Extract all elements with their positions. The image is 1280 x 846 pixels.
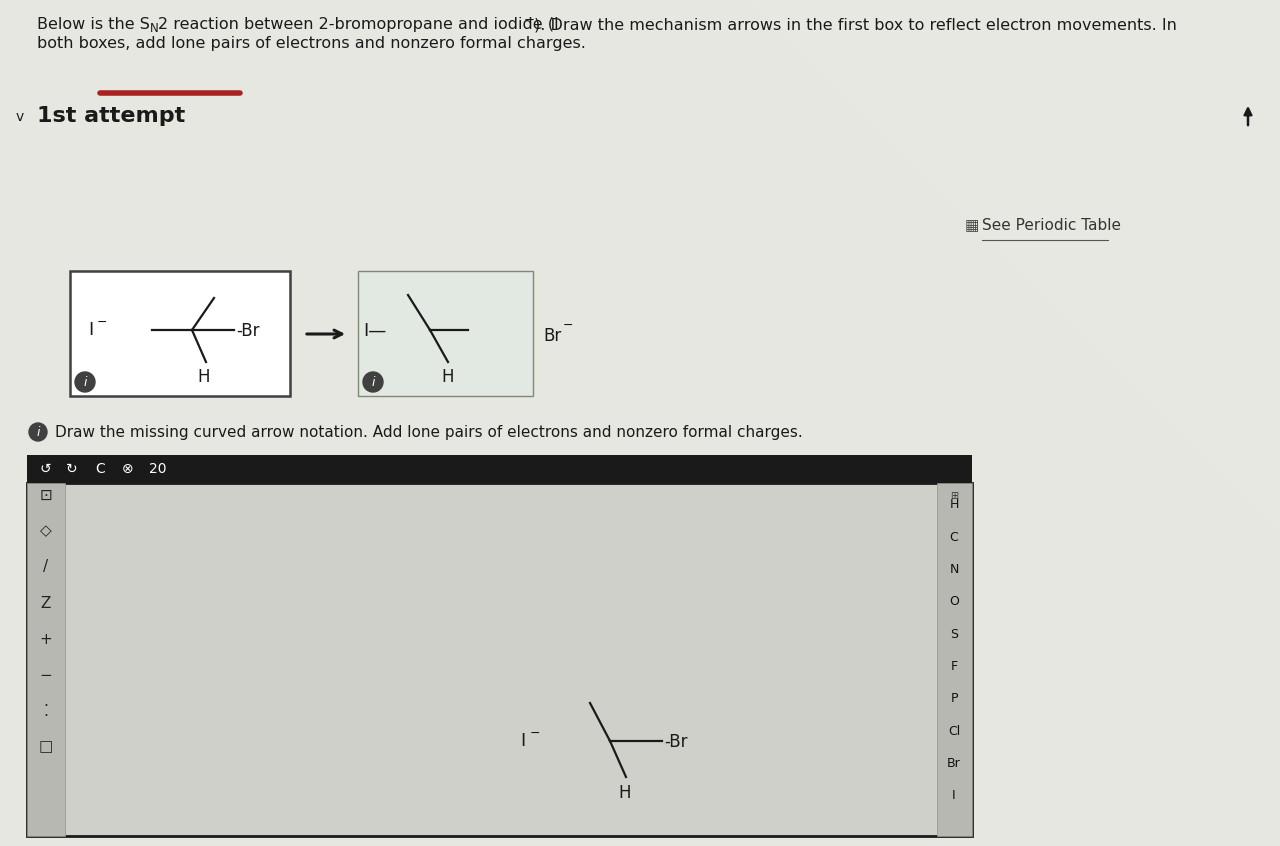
Text: i: i	[83, 376, 87, 388]
Bar	[27, 455, 972, 483]
Text: H: H	[442, 368, 454, 386]
Text: N: N	[150, 22, 159, 35]
Circle shape	[29, 423, 47, 441]
Text: Cl: Cl	[948, 725, 960, 738]
Text: both boxes, add lone pairs of electrons and nonzero formal charges.: both boxes, add lone pairs of electrons …	[37, 36, 586, 51]
Text: Z: Z	[41, 596, 51, 611]
Text: I: I	[520, 732, 525, 750]
Text: /: /	[44, 559, 49, 574]
Text: ⊡: ⊡	[40, 487, 52, 503]
Text: ). Draw the mechanism arrows in the first box to reflect electron movements. In: ). Draw the mechanism arrows in the firs…	[534, 17, 1176, 32]
Text: I—: I—	[364, 322, 387, 340]
Text: C: C	[950, 530, 959, 544]
Text: 1st attempt: 1st attempt	[37, 106, 186, 126]
Text: Br: Br	[543, 327, 561, 345]
Text: 20: 20	[150, 462, 166, 476]
Text: O: O	[948, 596, 959, 608]
Text: □: □	[38, 739, 54, 755]
Text: ⊞: ⊞	[950, 491, 957, 501]
Text: I: I	[88, 321, 93, 339]
Text: Br: Br	[947, 757, 961, 770]
Text: +: +	[40, 631, 52, 646]
Text: -Br: -Br	[664, 733, 687, 751]
Text: −: −	[524, 14, 535, 27]
Text: −: −	[563, 319, 573, 332]
Text: ▦: ▦	[965, 218, 979, 233]
Text: N: N	[950, 563, 959, 576]
Text: H: H	[197, 368, 210, 386]
Text: i: i	[36, 426, 40, 438]
Text: S: S	[950, 628, 957, 640]
Text: −: −	[97, 316, 108, 328]
Text: 2 reaction between 2-bromopropane and iodide (I: 2 reaction between 2-bromopropane and io…	[157, 17, 559, 32]
Text: i: i	[371, 376, 375, 388]
Circle shape	[364, 372, 383, 392]
Text: v: v	[15, 110, 24, 124]
Bar	[937, 483, 972, 836]
Text: C: C	[95, 462, 105, 476]
Text: Below is the S: Below is the S	[37, 17, 150, 32]
Text: ⁚: ⁚	[44, 704, 49, 718]
Text: H: H	[950, 498, 959, 512]
Text: -Br: -Br	[236, 322, 260, 340]
Bar	[358, 271, 532, 396]
Text: F: F	[951, 660, 957, 673]
Text: I: I	[952, 789, 956, 802]
Text: See Periodic Table: See Periodic Table	[982, 218, 1121, 233]
Circle shape	[76, 372, 95, 392]
Bar	[27, 483, 65, 836]
Bar	[27, 483, 972, 836]
Text: ↺: ↺	[40, 462, 51, 476]
Text: ↻: ↻	[67, 462, 78, 476]
Text: H: H	[618, 784, 631, 802]
Bar	[70, 271, 291, 396]
Text: ◇: ◇	[40, 524, 52, 539]
Text: Draw the missing curved arrow notation. Add lone pairs of electrons and nonzero : Draw the missing curved arrow notation. …	[55, 425, 803, 440]
Text: ⊗: ⊗	[122, 462, 134, 476]
Text: −: −	[530, 727, 540, 739]
Text: P: P	[950, 692, 957, 706]
Text: −: −	[40, 667, 52, 683]
